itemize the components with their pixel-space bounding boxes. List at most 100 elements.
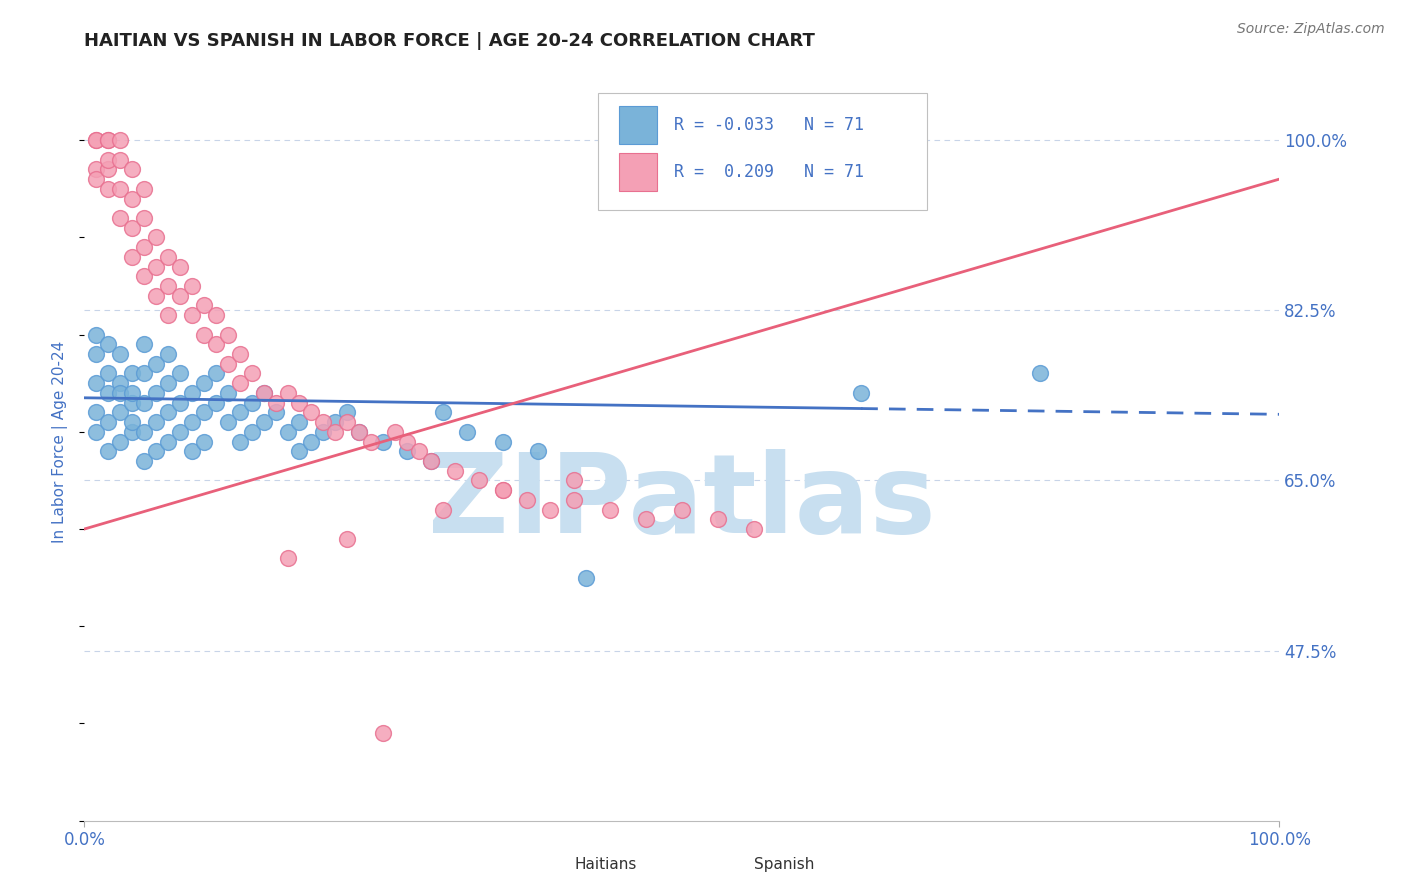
Point (169, 367, 191, 381)
Point (229, 405, 252, 419)
Point (145, 386, 167, 401)
Point (396, 434, 419, 449)
FancyBboxPatch shape (619, 106, 657, 145)
Point (132, 240, 156, 254)
Point (157, 279, 180, 293)
Point (636, 512, 658, 526)
Point (193, 298, 215, 312)
Point (301, 405, 323, 419)
Point (145, 260, 167, 274)
Point (132, 367, 156, 381)
Point (145, 289, 167, 303)
Point (217, 357, 239, 371)
Point (349, 425, 371, 439)
Point (110, 434, 132, 449)
FancyBboxPatch shape (700, 855, 745, 876)
Point (110, 182, 132, 196)
Point (396, 444, 419, 458)
Point (157, 308, 180, 322)
Point (97, 162, 120, 177)
Point (132, 395, 156, 409)
Point (205, 308, 228, 322)
Point (253, 415, 276, 429)
Point (373, 726, 395, 740)
Text: Spanish: Spanish (754, 857, 814, 872)
Point (312, 415, 335, 429)
Point (264, 395, 287, 409)
Point (432, 502, 454, 516)
Point (240, 425, 263, 439)
Point (288, 395, 311, 409)
Point (132, 269, 156, 284)
Point (325, 415, 347, 429)
Point (121, 386, 143, 401)
Point (564, 474, 586, 488)
Point (132, 454, 156, 468)
Point (86, 133, 108, 147)
Point (360, 434, 382, 449)
Point (86, 162, 108, 177)
Point (97, 367, 120, 381)
Text: Haitians: Haitians (575, 857, 637, 872)
Point (253, 386, 276, 401)
Point (288, 444, 311, 458)
Point (181, 415, 204, 429)
Point (240, 367, 263, 381)
Point (264, 405, 287, 419)
Text: ZIPatlas: ZIPatlas (427, 449, 936, 556)
Point (229, 347, 252, 361)
Point (97, 337, 120, 351)
Point (492, 483, 515, 497)
Point (240, 395, 263, 409)
Point (277, 425, 299, 439)
Point (110, 133, 132, 147)
Point (121, 250, 143, 264)
FancyBboxPatch shape (599, 93, 927, 211)
Point (217, 327, 239, 342)
Point (229, 434, 252, 449)
Point (121, 220, 143, 235)
Point (110, 386, 132, 401)
Point (599, 502, 621, 516)
Point (169, 425, 191, 439)
Point (468, 474, 491, 488)
Point (145, 357, 167, 371)
Point (193, 434, 215, 449)
Point (277, 551, 299, 566)
Point (217, 415, 239, 429)
Point (169, 395, 191, 409)
Point (132, 337, 156, 351)
Point (132, 182, 156, 196)
FancyBboxPatch shape (619, 153, 657, 191)
Point (516, 492, 538, 507)
Point (851, 386, 873, 401)
Point (671, 502, 693, 516)
Point (456, 425, 478, 439)
Point (157, 347, 180, 361)
Point (301, 434, 323, 449)
Point (349, 425, 371, 439)
Point (121, 415, 143, 429)
Point (181, 308, 204, 322)
Point (336, 415, 359, 429)
Point (420, 454, 443, 468)
Point (420, 454, 443, 468)
Point (169, 260, 191, 274)
Point (540, 502, 562, 516)
Point (707, 512, 730, 526)
Point (408, 444, 430, 458)
Point (193, 376, 215, 391)
Point (492, 483, 515, 497)
Point (312, 425, 335, 439)
Point (86, 376, 108, 391)
Point (121, 192, 143, 206)
Point (181, 444, 204, 458)
Point (157, 250, 180, 264)
Point (121, 162, 143, 177)
Point (86, 172, 108, 186)
Point (205, 367, 228, 381)
Point (288, 415, 311, 429)
Point (97, 386, 120, 401)
Point (110, 211, 132, 225)
Text: Source: ZipAtlas.com: Source: ZipAtlas.com (1237, 22, 1385, 37)
